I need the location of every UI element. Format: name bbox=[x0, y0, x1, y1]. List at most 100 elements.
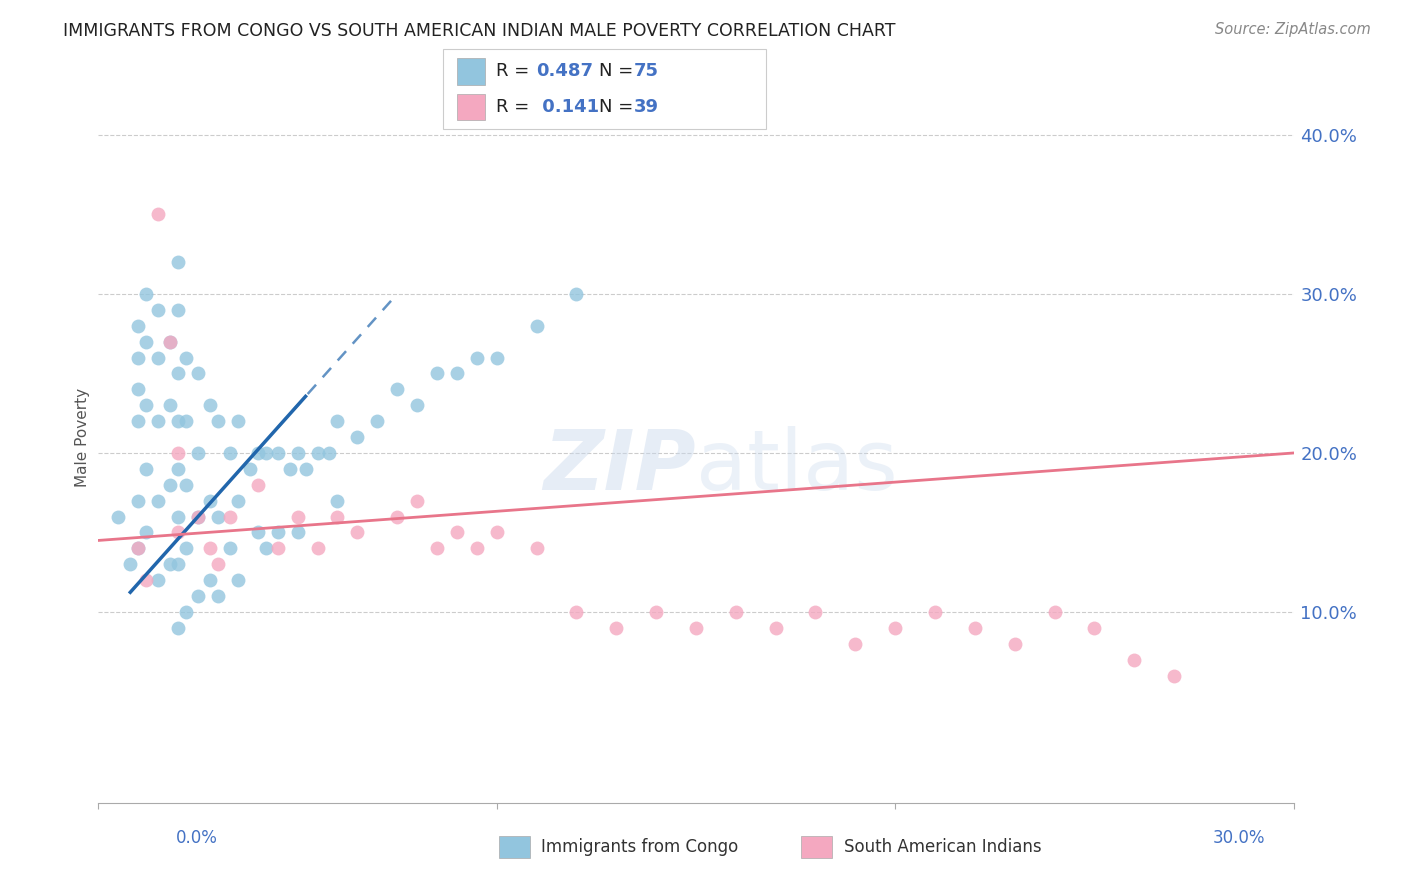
Point bbox=[565, 605, 588, 619]
Point bbox=[167, 446, 190, 460]
Point bbox=[526, 541, 548, 556]
Point bbox=[226, 493, 249, 508]
Point bbox=[267, 541, 290, 556]
Point bbox=[174, 414, 197, 428]
Point bbox=[307, 541, 329, 556]
Point bbox=[159, 477, 181, 491]
Point bbox=[605, 621, 627, 635]
Point bbox=[107, 509, 129, 524]
Point bbox=[148, 302, 170, 317]
Point bbox=[127, 383, 149, 397]
Point bbox=[485, 351, 508, 365]
Point bbox=[198, 398, 221, 412]
Point bbox=[148, 207, 170, 221]
Point bbox=[1123, 653, 1146, 667]
Point bbox=[207, 414, 229, 428]
Point bbox=[187, 509, 209, 524]
Text: N =: N = bbox=[599, 98, 638, 116]
Point bbox=[207, 589, 229, 603]
Point bbox=[254, 446, 277, 460]
Point bbox=[685, 621, 707, 635]
Point bbox=[318, 446, 340, 460]
Point bbox=[167, 558, 190, 572]
Point bbox=[120, 558, 142, 572]
Point bbox=[446, 525, 468, 540]
Point bbox=[346, 525, 368, 540]
Point bbox=[406, 398, 429, 412]
Point bbox=[135, 525, 157, 540]
Text: R =: R = bbox=[496, 62, 536, 80]
Point bbox=[198, 541, 221, 556]
Text: 0.141: 0.141 bbox=[536, 98, 599, 116]
Text: 0.0%: 0.0% bbox=[176, 829, 218, 847]
Point bbox=[246, 477, 269, 491]
Point bbox=[167, 509, 190, 524]
Point bbox=[135, 287, 157, 301]
Point bbox=[1163, 668, 1185, 682]
Point bbox=[148, 414, 170, 428]
Point bbox=[406, 493, 429, 508]
Point bbox=[127, 493, 149, 508]
Point bbox=[167, 414, 190, 428]
Point bbox=[127, 541, 149, 556]
Point bbox=[187, 367, 209, 381]
Text: IMMIGRANTS FROM CONGO VS SOUTH AMERICAN INDIAN MALE POVERTY CORRELATION CHART: IMMIGRANTS FROM CONGO VS SOUTH AMERICAN … bbox=[63, 22, 896, 40]
Text: atlas: atlas bbox=[696, 425, 897, 507]
Text: Immigrants from Congo: Immigrants from Congo bbox=[541, 838, 738, 856]
Point bbox=[167, 367, 190, 381]
Point bbox=[565, 287, 588, 301]
Point bbox=[724, 605, 747, 619]
Point bbox=[804, 605, 827, 619]
Point bbox=[127, 351, 149, 365]
Point bbox=[207, 509, 229, 524]
Point bbox=[148, 493, 170, 508]
Point bbox=[924, 605, 946, 619]
Point bbox=[346, 430, 368, 444]
Point bbox=[226, 573, 249, 587]
Text: 39: 39 bbox=[634, 98, 659, 116]
Point bbox=[239, 462, 262, 476]
Point bbox=[426, 367, 449, 381]
Point bbox=[135, 398, 157, 412]
Text: N =: N = bbox=[599, 62, 638, 80]
Point bbox=[174, 541, 197, 556]
Point bbox=[385, 509, 409, 524]
Point bbox=[963, 621, 986, 635]
Point bbox=[167, 255, 190, 269]
Point bbox=[219, 509, 242, 524]
Point bbox=[366, 414, 388, 428]
Point bbox=[187, 446, 209, 460]
Point bbox=[167, 621, 190, 635]
Point bbox=[167, 302, 190, 317]
Point bbox=[174, 351, 197, 365]
Point bbox=[485, 525, 508, 540]
Point bbox=[465, 541, 488, 556]
Point bbox=[187, 589, 209, 603]
Point bbox=[326, 414, 349, 428]
Point bbox=[198, 493, 221, 508]
Point bbox=[167, 462, 190, 476]
Text: R =: R = bbox=[496, 98, 536, 116]
Point bbox=[148, 573, 170, 587]
Point bbox=[127, 541, 149, 556]
Point bbox=[287, 509, 309, 524]
Point bbox=[526, 318, 548, 333]
Text: 0.487: 0.487 bbox=[536, 62, 593, 80]
Text: 30.0%: 30.0% bbox=[1213, 829, 1265, 847]
Point bbox=[127, 414, 149, 428]
Point bbox=[1083, 621, 1105, 635]
Point bbox=[446, 367, 468, 381]
Point bbox=[198, 573, 221, 587]
Point bbox=[219, 446, 242, 460]
Point bbox=[1043, 605, 1066, 619]
Point bbox=[765, 621, 787, 635]
Point bbox=[219, 541, 242, 556]
Point bbox=[159, 398, 181, 412]
Point bbox=[267, 446, 290, 460]
Point bbox=[326, 493, 349, 508]
Y-axis label: Male Poverty: Male Poverty bbox=[75, 387, 90, 487]
Point bbox=[278, 462, 301, 476]
Point bbox=[246, 446, 269, 460]
Point bbox=[287, 525, 309, 540]
Point bbox=[844, 637, 866, 651]
